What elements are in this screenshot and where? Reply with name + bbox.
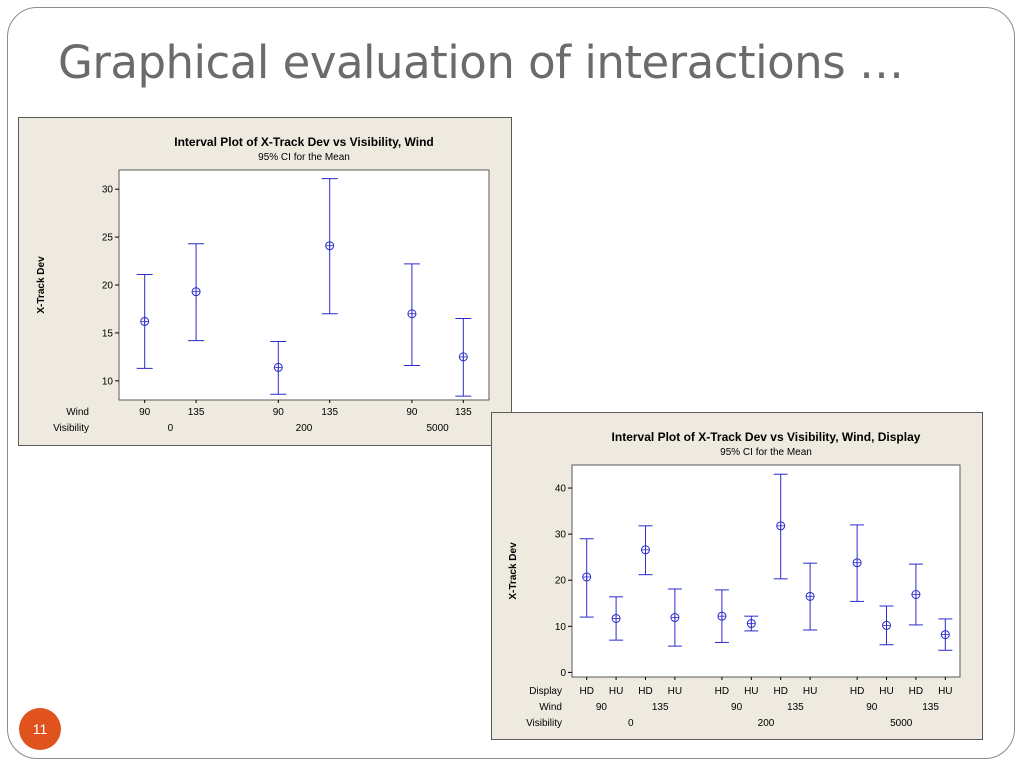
level-label-visibility: 0 xyxy=(628,718,634,729)
level-label-wind: 90 xyxy=(139,407,151,418)
plot-area xyxy=(571,464,961,678)
chart-title: Interval Plot of X-Track Dev vs Visibili… xyxy=(612,430,921,444)
interval-plot-visibility-wind-display: Interval Plot of X-Track Dev vs Visibili… xyxy=(491,412,983,740)
level-label-wind: 135 xyxy=(321,407,338,418)
level-label-display: HD xyxy=(850,686,864,697)
chart-svg: Interval Plot of X-Track Dev vs Visibili… xyxy=(36,135,490,434)
level-label-display: HU xyxy=(803,686,817,697)
level-label-display: HU xyxy=(879,686,893,697)
level-label-display: HU xyxy=(609,686,623,697)
y-axis-label: X-Track Dev xyxy=(36,256,47,314)
level-label-wind: 90 xyxy=(596,702,608,713)
interval-plot-visibility-wind: Interval Plot of X-Track Dev vs Visibili… xyxy=(18,117,512,446)
level-label-display: HU xyxy=(668,686,682,697)
level-label-wind: 90 xyxy=(866,702,878,713)
level-label-display: HD xyxy=(638,686,652,697)
y-axis-label: X-Track Dev xyxy=(508,542,519,600)
chart-title: Interval Plot of X-Track Dev vs Visibili… xyxy=(174,135,434,149)
y-tick-label: 10 xyxy=(555,622,567,633)
chart-subtitle: 95% CI for the Mean xyxy=(258,152,350,163)
level-label-wind: 90 xyxy=(731,702,743,713)
chart-subtitle: 95% CI for the Mean xyxy=(720,447,812,458)
level-name-visibility: Visibility xyxy=(53,423,89,434)
level-name-display: Display xyxy=(529,686,562,697)
y-tick-label: 30 xyxy=(102,185,114,196)
level-label-wind: 135 xyxy=(188,407,205,418)
chart-svg: Interval Plot of X-Track Dev vs Visibili… xyxy=(508,430,961,729)
level-label-wind: 90 xyxy=(406,407,418,418)
level-label-wind: 90 xyxy=(273,407,285,418)
y-tick-label: 10 xyxy=(102,376,114,387)
y-tick-label: 40 xyxy=(555,484,567,495)
level-label-display: HU xyxy=(744,686,758,697)
level-label-display: HD xyxy=(579,686,593,697)
page-number-badge: 11 xyxy=(19,708,61,750)
y-tick-label: 20 xyxy=(555,576,567,587)
level-label-visibility: 5000 xyxy=(890,718,913,729)
level-label-wind: 135 xyxy=(787,702,804,713)
level-label-wind: 135 xyxy=(455,407,472,418)
level-label-wind: 135 xyxy=(652,702,669,713)
level-label-display: HD xyxy=(909,686,923,697)
level-label-display: HU xyxy=(938,686,952,697)
level-label-display: HD xyxy=(773,686,787,697)
level-label-wind: 135 xyxy=(922,702,939,713)
y-tick-label: 0 xyxy=(560,668,566,679)
slide-title: Graphical evaluation of interactions … xyxy=(58,36,904,89)
level-label-visibility: 200 xyxy=(296,423,313,434)
y-tick-label: 25 xyxy=(102,233,114,244)
plot-area xyxy=(118,169,490,401)
level-label-visibility: 200 xyxy=(758,718,775,729)
level-name-wind: Wind xyxy=(66,407,89,418)
level-label-display: HD xyxy=(715,686,729,697)
level-name-visibility: Visibility xyxy=(526,718,562,729)
y-tick-label: 30 xyxy=(555,530,567,541)
y-tick-label: 20 xyxy=(102,281,114,292)
y-tick-label: 15 xyxy=(102,328,114,339)
level-label-visibility: 5000 xyxy=(426,423,449,434)
level-name-wind: Wind xyxy=(539,702,562,713)
level-label-visibility: 0 xyxy=(168,423,174,434)
